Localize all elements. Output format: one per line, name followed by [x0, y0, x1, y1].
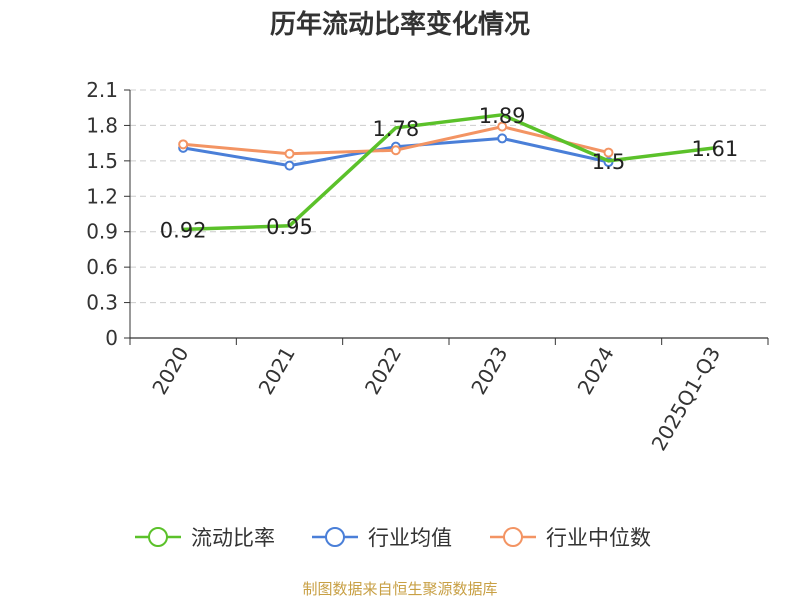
- series-layer: [178, 113, 717, 232]
- data-labels: 0.92 0.95 1.78 1.89 1.5 1.61: [160, 104, 738, 243]
- x-tick-label: 2023: [466, 342, 512, 398]
- legend-item-2[interactable]: 行业中位数: [490, 526, 651, 550]
- y-tick-label: 1.5: [86, 149, 118, 173]
- x-tick-label: 2022: [360, 343, 406, 399]
- legend-label: 行业中位数: [546, 526, 651, 550]
- series-point-2: [390, 145, 401, 156]
- data-label: 1.5: [592, 150, 625, 174]
- gridlines: [130, 89, 768, 304]
- y-tick-label: 0.9: [86, 220, 118, 244]
- series-point-1: [284, 160, 295, 171]
- legend-label: 流动比率: [191, 526, 275, 550]
- series-point-2: [178, 139, 189, 150]
- series-line-0: [181, 113, 717, 232]
- series-point-2: [497, 121, 508, 132]
- legend-item-1[interactable]: 行业均值: [312, 526, 452, 550]
- x-tick-label: 2025Q1-Q3: [646, 343, 725, 455]
- x-tick-label: 2020: [147, 343, 193, 399]
- series-point-2: [284, 148, 295, 159]
- legend-item-0[interactable]: 流动比率: [135, 526, 275, 550]
- series-point-2: [603, 147, 614, 158]
- legend-marker: [503, 527, 523, 547]
- y-tick-label: 1.2: [86, 184, 118, 208]
- legend[interactable]: 流动比率 行业均值 行业中位数: [135, 526, 651, 550]
- data-label: 1.61: [691, 137, 738, 161]
- chart-title: 历年流动比率变化情况: [270, 9, 530, 40]
- x-tick-label: 2021: [254, 343, 300, 399]
- data-label: 1.89: [479, 104, 526, 128]
- y-tick-label: 0: [105, 326, 118, 350]
- data-label: 0.92: [160, 218, 207, 242]
- data-label: 0.95: [266, 215, 313, 239]
- legend-marker: [148, 527, 168, 547]
- x-tick-label: 2024: [573, 343, 619, 399]
- legend-label: 行业均值: [368, 526, 452, 550]
- y-tick-label: 0.3: [86, 291, 118, 315]
- y-tick-label: 1.8: [86, 113, 118, 137]
- y-tick-label: 2.1: [86, 78, 118, 102]
- series-point-1: [497, 133, 508, 144]
- data-label: 1.78: [372, 117, 419, 141]
- source-note: 制图数据来自恒生聚源数据库: [302, 580, 497, 598]
- axes: 0 0.3 0.6 0.9 1.2 1.5 1.8 2.1 2020 2021 2022 2023 20…: [86, 78, 769, 455]
- y-tick-label: 0.6: [86, 255, 118, 279]
- legend-marker: [325, 527, 345, 547]
